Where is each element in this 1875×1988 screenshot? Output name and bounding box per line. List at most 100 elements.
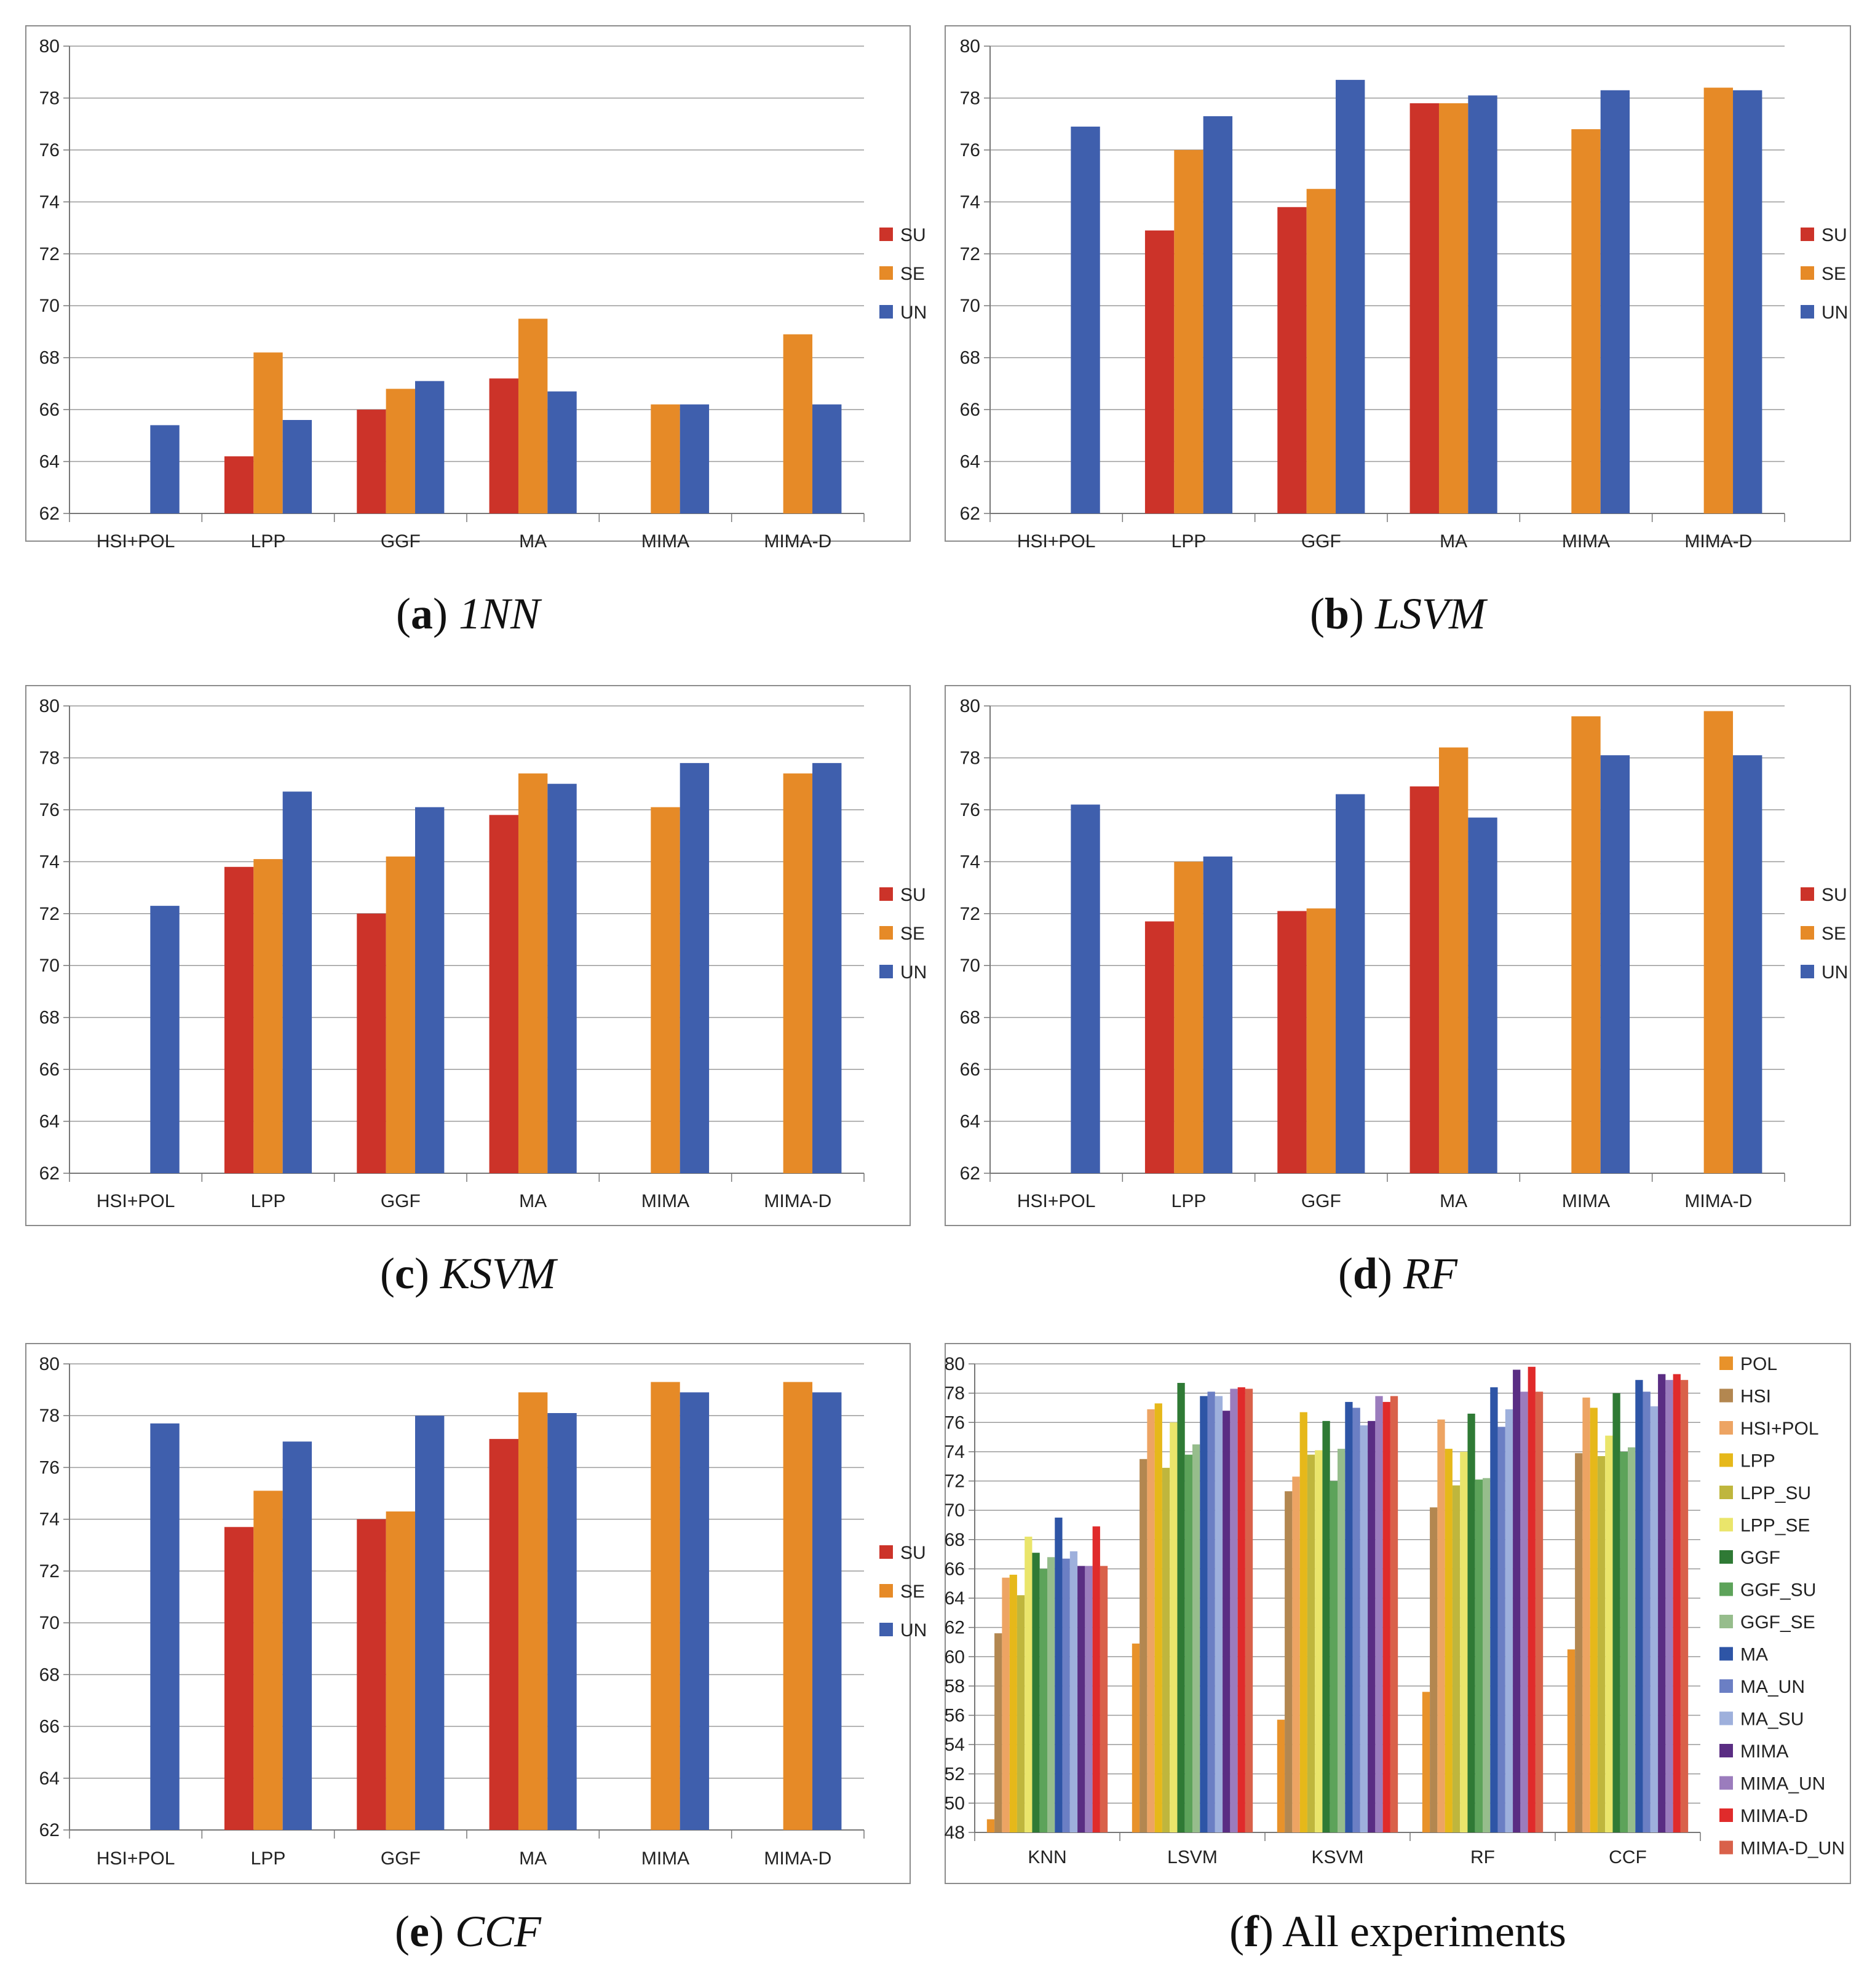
legend-swatch [1719,1744,1733,1757]
y-tick-label: 76 [945,1412,965,1433]
y-tick-label: 64 [960,452,980,472]
legend-swatch [1719,1388,1733,1403]
bar-pol-knn [986,1819,995,1832]
y-tick-label: 72 [39,244,60,264]
bar-hsi-pol-knn [1002,1577,1010,1832]
caption-name: 1NN [459,589,542,638]
panel-caption: (c) KSVM [380,1249,558,1298]
bar-un-hsi-pol [150,425,180,513]
bar-un-mima [680,762,710,1173]
bar-pol-rf [1422,1692,1430,1832]
y-tick-label: 66 [39,1059,60,1080]
y-tick-label: 66 [945,1559,965,1579]
bar-su-ggf [357,913,386,1173]
y-tick-label: 76 [960,800,980,820]
y-tick-label: 52 [945,1764,965,1784]
legend-label: SU [900,225,926,245]
y-tick-label: 72 [39,1561,60,1582]
bar-un-lpp [282,420,312,513]
legend-label: SE [900,924,925,944]
bar-ggf-se-lsvm [1192,1444,1200,1832]
bar-un-ggf [415,381,445,513]
bar-se-mima-d [783,334,813,513]
bar-ma-rf [1490,1387,1498,1832]
legend-label: SU [1821,885,1847,905]
chart-panel-c: 62 64 66 68 70 72 74 76 78 80 HSI+POL LPP GGF MA MIMA M… [25,685,927,1298]
y-tick-label: 66 [39,1717,60,1737]
caption-name: All experiments [1282,1907,1566,1956]
x-category-label: MIMA [641,1848,689,1869]
y-tick-label: 62 [945,1618,965,1638]
legend-swatch [1801,228,1814,241]
legend-label: MA_SU [1740,1709,1804,1730]
bar-su-ggf [1277,207,1307,513]
x-category-label: KSVM [1311,1847,1363,1867]
legend-swatch [1719,1486,1733,1499]
bar-hsi-pol-ccf [1582,1397,1590,1832]
chart-panel-b: 62 64 66 68 70 72 74 76 78 80 HSI+POL LPP GGF MA MIMA M… [945,25,1851,638]
bar-ma-un-ksvm [1352,1408,1360,1832]
bar-ma-knn [1055,1518,1063,1832]
y-tick-label: 62 [39,1163,60,1184]
bar-un-hsi-pol [150,906,180,1173]
bar-su-ma [489,815,518,1173]
bar-hsi-ccf [1575,1453,1583,1832]
bar-se-lpp [253,352,283,513]
legend-label: MIMA [1740,1741,1788,1762]
legend-label: SE [1821,264,1846,284]
y-tick-label: 56 [945,1706,965,1726]
x-category-label: HSI+POL [97,531,175,552]
y-tick-label: 68 [945,1530,965,1550]
y-tick-label: 78 [960,88,980,108]
y-tick-label: 64 [39,452,60,472]
y-tick-label: 74 [39,1510,60,1530]
x-category-label: MIMA [641,1191,689,1211]
y-tick-label: 68 [960,1008,980,1028]
bar-hsi-ksvm [1285,1491,1293,1832]
legend-swatch [879,266,893,280]
y-tick-label: 74 [960,852,980,872]
bar-mima-d-un-ksvm [1390,1396,1398,1832]
bar-mima-un-rf [1520,1392,1528,1832]
y-tick-label: 64 [39,1768,60,1789]
y-tick-label: 78 [39,1406,60,1426]
bar-ggf-se-ksvm [1338,1449,1346,1832]
legend-swatch [879,1623,893,1636]
bar-mima-lsvm [1223,1411,1231,1832]
y-tick-label: 66 [960,1059,980,1080]
x-category-label: MIMA [1562,531,1610,552]
y-tick-label: 62 [960,1163,980,1184]
bar-ma-un-rf [1497,1427,1505,1832]
bar-su-ma [1409,103,1439,513]
y-tick-label: 80 [960,696,980,716]
y-tick-label: 70 [945,1500,965,1521]
y-tick-label: 64 [39,1112,60,1132]
bar-mima-d-ccf [1673,1374,1681,1832]
legend-swatch [1719,1679,1733,1693]
bar-un-mima-d [812,1392,842,1830]
legend-label: MIMA-D [1740,1806,1808,1826]
x-category-label: HSI+POL [1017,1191,1096,1211]
legend-label: HSI [1740,1387,1771,1407]
y-tick-label: 60 [945,1647,965,1667]
bar-ggf-su-ccf [1620,1451,1628,1832]
caption-name: KSVM [440,1249,558,1298]
bar-mima-d-un-ccf [1680,1380,1689,1832]
bar-su-ma [489,378,518,513]
legend-label: UN [1821,962,1848,983]
bar-su-ma [489,1439,518,1830]
bar-su-ma [1409,786,1439,1173]
y-tick-label: 74 [945,1442,965,1462]
bar-ggf-lsvm [1177,1382,1185,1832]
y-tick-label: 70 [960,956,980,976]
y-tick-label: 64 [945,1588,965,1609]
y-tick-label: 72 [39,904,60,924]
bar-se-lpp [1174,149,1203,513]
x-category-label: HSI+POL [1017,531,1096,552]
y-tick-label: 50 [945,1793,965,1813]
bar-se-ggf [386,1511,416,1830]
bar-ggf-su-rf [1475,1479,1483,1832]
x-category-label: MA [1440,531,1467,552]
legend-swatch [1801,926,1814,940]
